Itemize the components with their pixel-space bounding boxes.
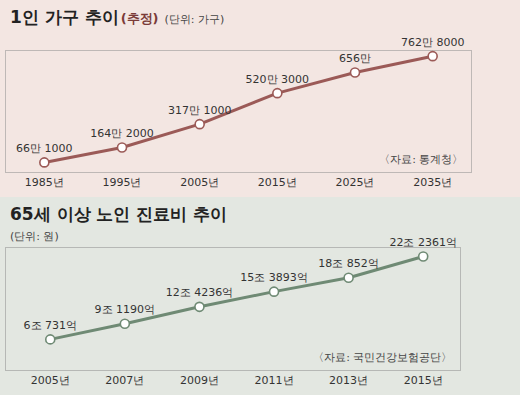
- svg-text:1985년: 1985년: [25, 176, 64, 189]
- html-text:65세 이상 노인 진료비 추이: 65세 이상 노인 진료비 추이: [10, 204, 228, 224]
- svg-text:2005년: 2005년: [180, 176, 219, 189]
- svg-text:2011년: 2011년: [255, 374, 294, 387]
- svg-text:656만: 656만: [339, 52, 371, 65]
- svg-text:〈자료: 통계청〉: 〈자료: 통계청〉: [379, 153, 463, 166]
- svg-text:〈자료: 국민건강보험공단〉: 〈자료: 국민건강보험공단〉: [313, 351, 452, 364]
- svg-text:66만 1000: 66만 1000: [16, 142, 72, 155]
- svg-text:15조 3893억: 15조 3893억: [240, 271, 308, 284]
- svg-text:2009년: 2009년: [180, 374, 219, 387]
- svg-text:2015년: 2015년: [404, 374, 443, 387]
- svg-text:2025년: 2025년: [336, 176, 375, 189]
- svg-text:9조 1190억: 9조 1190억: [95, 303, 156, 316]
- svg-text:520만 3000: 520만 3000: [246, 73, 310, 86]
- html-text:(단위: 원): (단위: 원): [10, 230, 59, 243]
- svg-text:12조 4236억: 12조 4236억: [166, 286, 234, 299]
- svg-text:2005년: 2005년: [31, 374, 70, 387]
- html-text:1인 가구 추이(추정) (단위: 가구): 1인 가구 추이(추정) (단위: 가구): [10, 7, 225, 27]
- svg-text:1995년: 1995년: [103, 176, 142, 189]
- svg-text:22조 2361억: 22조 2361억: [389, 236, 457, 249]
- svg-text:2007년: 2007년: [105, 374, 144, 387]
- svg-text:2013년: 2013년: [329, 374, 368, 387]
- svg-text:2035년: 2035년: [413, 176, 452, 189]
- svg-text:762만 8000: 762만 8000: [401, 36, 465, 49]
- svg-text:317만 1000: 317만 1000: [168, 104, 232, 117]
- svg-text:6조 731억: 6조 731억: [24, 319, 78, 332]
- svg-text:164만 2000: 164만 2000: [90, 127, 154, 140]
- svg-text:2015년: 2015년: [258, 176, 297, 189]
- svg-text:18조 852억: 18조 852억: [318, 257, 379, 270]
